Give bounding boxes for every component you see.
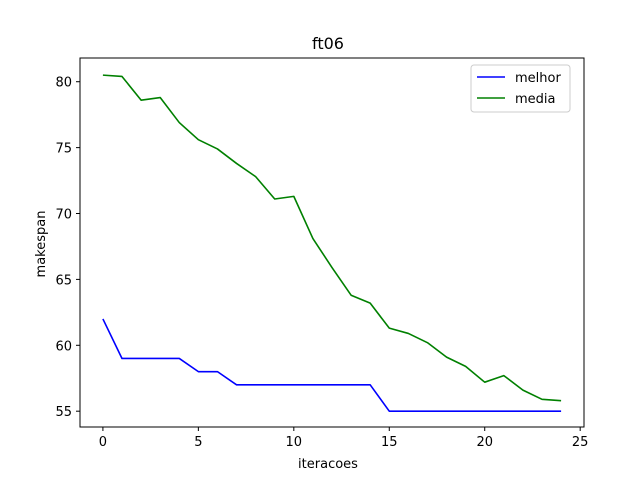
x-tick-label: 15 [381, 435, 398, 450]
x-tick-label: 0 [99, 435, 107, 450]
series-line-media [102, 74, 562, 402]
plot-area: 0 5 10 15 20 25 55 60 65 70 75 80 [55, 57, 589, 450]
x-tick-label: 25 [572, 435, 589, 450]
y-tick-label: 65 [55, 273, 72, 288]
chart-title: ft06 [312, 34, 344, 53]
series-line-melhor [102, 318, 562, 412]
x-tick-label: 5 [194, 435, 202, 450]
y-tick-label: 60 [55, 339, 72, 354]
x-tick-label: 10 [286, 435, 303, 450]
y-tick-label: 70 [55, 208, 72, 223]
axes-frame [79, 57, 585, 428]
x-axis-label: iteracoes [298, 457, 358, 472]
y-tick-label: 55 [55, 405, 72, 420]
y-axis-label: makespan [34, 211, 49, 278]
x-tick-label: 20 [476, 435, 493, 450]
legend: melhor media [470, 64, 571, 113]
y-tick-label: 75 [55, 142, 72, 157]
legend-label-media: media [515, 92, 556, 107]
legend-label-melhor: melhor [515, 71, 561, 86]
y-tick-label: 80 [55, 76, 72, 91]
